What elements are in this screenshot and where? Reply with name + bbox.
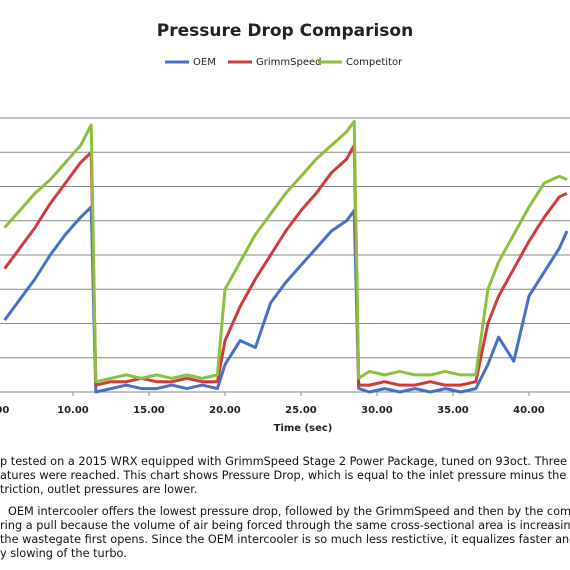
x-tick-label: 25.00	[285, 405, 317, 416]
x-tick-label: 5.00	[0, 405, 9, 416]
series-line	[3, 205, 569, 394]
caption-line: atures were reached. This chart shows Pr…	[0, 469, 570, 482]
chart: Pressure Drop Comparison Time (sec) 5.00…	[0, 21, 570, 434]
x-tick-label: 20.00	[209, 405, 241, 416]
caption-paragraph: p tested on a 2015 WRX equipped with Gri…	[0, 455, 570, 497]
legend-label: Competitor	[346, 57, 403, 68]
caption-line: ring a pull because the volume of air be…	[0, 519, 570, 532]
caption: p tested on a 2015 WRX equipped with Gri…	[0, 455, 570, 569]
caption-line: the wastegate first opens. Since the OEM…	[0, 533, 570, 546]
caption-line: p tested on a 2015 WRX equipped with Gri…	[0, 455, 570, 468]
x-tick-label: 30.00	[361, 405, 393, 416]
chart-title: Pressure Drop Comparison	[157, 21, 413, 41]
x-tick-label: 40.00	[513, 405, 545, 416]
legend-label: GrimmSpeed	[256, 57, 321, 68]
series-line	[3, 143, 568, 387]
x-tick-label: 10.00	[57, 405, 89, 416]
caption-line: y slowing of the turbo.	[0, 547, 127, 560]
legend-label: OEM	[193, 57, 216, 68]
caption-line: OEM intercooler offers the lowest pressu…	[8, 505, 570, 518]
x-axis-label: Time (sec)	[274, 423, 333, 434]
series-line	[3, 119, 568, 384]
caption-paragraph: OEM intercooler offers the lowest pressu…	[0, 505, 570, 561]
caption-line: triction, outlet pressures are lower.	[0, 483, 198, 496]
x-tick-label: 15.00	[133, 405, 165, 416]
x-tick-label: 35.00	[437, 405, 469, 416]
